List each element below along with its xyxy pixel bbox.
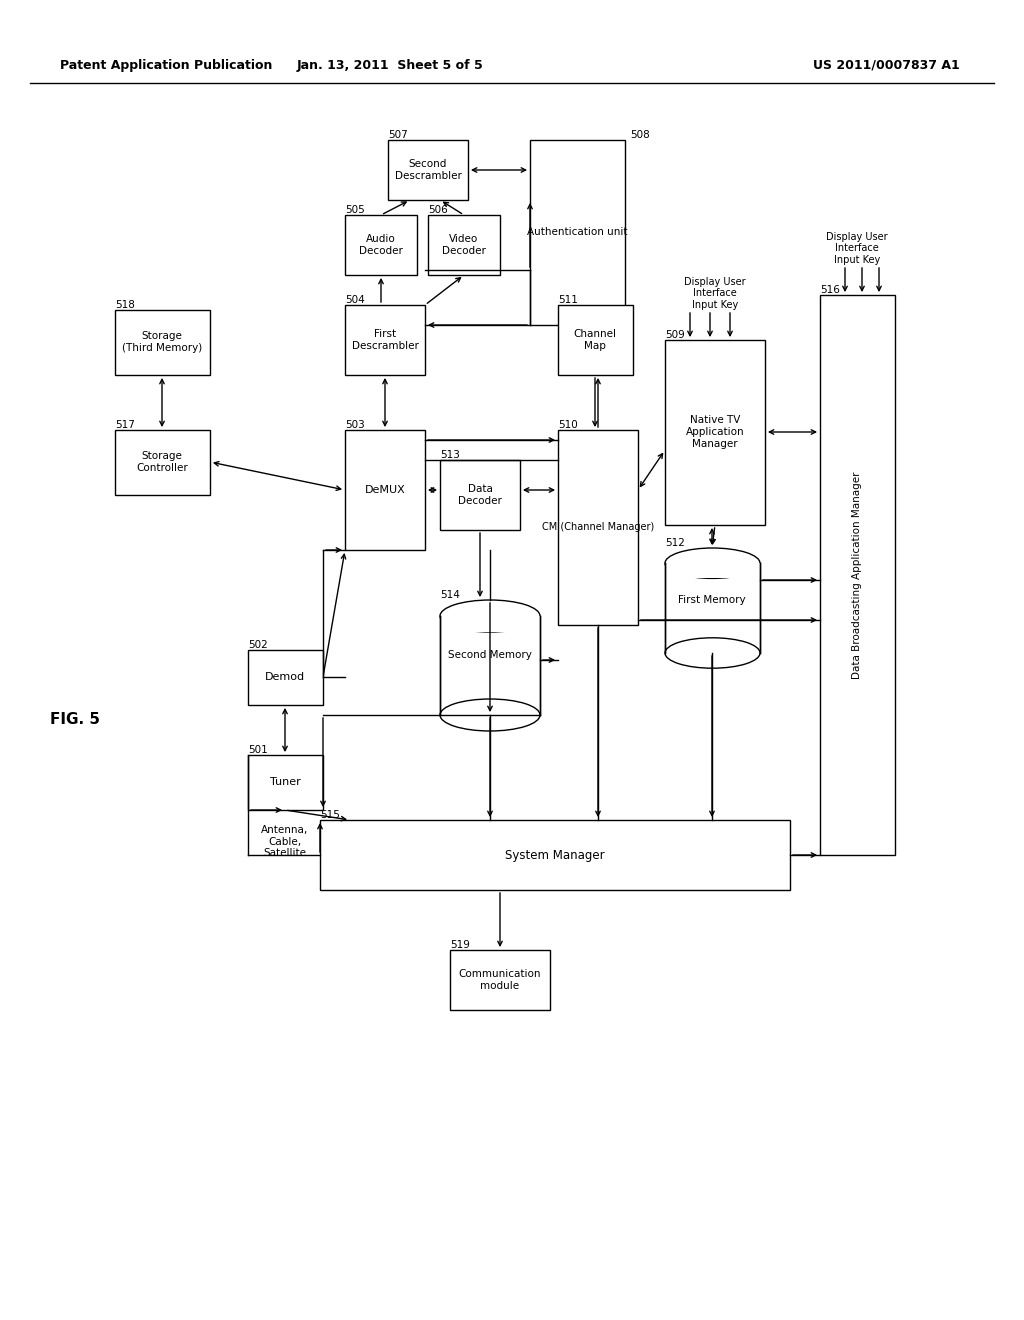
Bar (665, 341, 765, 525)
Text: 501: 501 (248, 744, 267, 755)
Bar (345, 430, 425, 550)
Bar (345, 305, 425, 375)
Text: Antenna,
Cable,
Satellite: Antenna, Cable, Satellite (261, 825, 308, 858)
Bar (115, 310, 210, 375)
Text: FIG. 5: FIG. 5 (50, 713, 100, 727)
Bar (428, 215, 500, 275)
Text: DeMUX: DeMUX (365, 484, 406, 495)
Text: First
Descrambler: First Descrambler (351, 329, 419, 351)
Text: Jan. 13, 2011  Sheet 5 of 5: Jan. 13, 2011 Sheet 5 of 5 (297, 58, 483, 71)
Text: Video
Decoder: Video Decoder (442, 234, 486, 256)
Ellipse shape (440, 700, 540, 731)
Text: Authentication unit: Authentication unit (526, 227, 628, 238)
Text: Channel
Map: Channel Map (573, 329, 616, 351)
Text: System Manager: System Manager (505, 849, 605, 862)
Text: 518: 518 (115, 300, 135, 310)
Text: Data Broadcasting Application Manager: Data Broadcasting Application Manager (852, 471, 862, 678)
Ellipse shape (440, 601, 540, 632)
Text: 511: 511 (558, 294, 578, 305)
Text: 513: 513 (440, 450, 460, 459)
Bar (115, 430, 210, 495)
Text: Native TV
Application
Manager: Native TV Application Manager (686, 416, 744, 449)
Text: 510: 510 (558, 420, 578, 430)
Ellipse shape (665, 638, 760, 668)
Text: Storage
Controller: Storage Controller (136, 451, 187, 473)
Text: Display User
Interface
Input Key: Display User Interface Input Key (826, 232, 888, 265)
Text: 508: 508 (630, 129, 650, 140)
Text: 503: 503 (345, 420, 365, 430)
Bar (558, 430, 638, 624)
Bar (820, 294, 895, 855)
Text: US 2011/0007837 A1: US 2011/0007837 A1 (813, 58, 961, 71)
Text: Storage
(Third Memory): Storage (Third Memory) (122, 331, 202, 352)
Bar (248, 649, 323, 705)
Text: CM (Channel Manager): CM (Channel Manager) (542, 521, 654, 532)
Text: 502: 502 (248, 640, 267, 649)
Text: Demod: Demod (265, 672, 305, 682)
Text: 506: 506 (428, 205, 447, 215)
Bar (440, 616, 540, 632)
Text: 514: 514 (440, 590, 460, 601)
Bar (345, 215, 417, 275)
Bar (558, 305, 633, 375)
Bar (248, 755, 323, 810)
Text: 515: 515 (319, 810, 340, 820)
Bar (665, 564, 760, 578)
Text: 519: 519 (450, 940, 470, 950)
Text: Tuner: Tuner (269, 777, 300, 787)
Text: 516: 516 (820, 285, 840, 294)
Bar (388, 140, 468, 201)
Bar (440, 459, 520, 531)
Text: Second Memory: Second Memory (449, 649, 531, 660)
Text: 512: 512 (665, 539, 685, 548)
Text: Display User
Interface
Input Key: Display User Interface Input Key (684, 277, 745, 310)
Text: First Memory: First Memory (678, 595, 745, 605)
Text: 509: 509 (665, 330, 685, 341)
Text: Patent Application Publication: Patent Application Publication (60, 58, 272, 71)
Ellipse shape (665, 548, 760, 578)
Text: 507: 507 (388, 129, 408, 140)
Text: Data
Decoder: Data Decoder (458, 484, 502, 506)
Text: Second
Descrambler: Second Descrambler (394, 160, 462, 181)
Bar (450, 950, 550, 1010)
Bar (319, 820, 790, 890)
Bar (530, 140, 625, 325)
Text: Communication
module: Communication module (459, 969, 542, 991)
Text: Audio
Decoder: Audio Decoder (359, 234, 402, 256)
Text: 517: 517 (115, 420, 135, 430)
Text: 505: 505 (345, 205, 365, 215)
Text: 504: 504 (345, 294, 365, 305)
